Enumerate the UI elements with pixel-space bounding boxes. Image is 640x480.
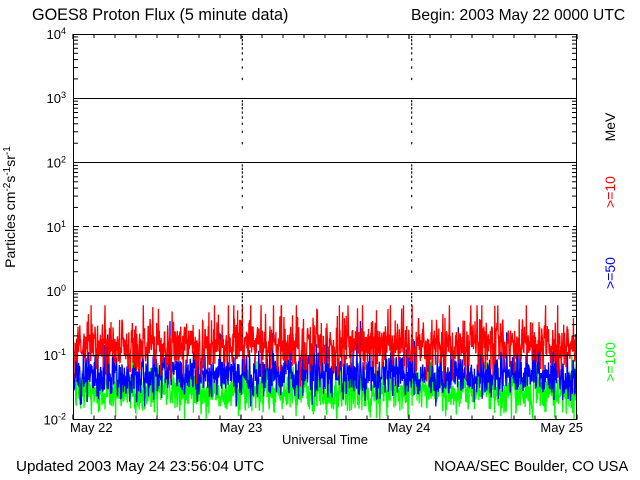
svg-text:NOAA/SEC Boulder, CO USA: NOAA/SEC Boulder, CO USA [434,459,628,475]
svg-text:May 22: May 22 [70,420,113,435]
svg-text:100: 100 [47,283,66,299]
svg-text:May 24: May 24 [388,420,431,435]
svg-text:Updated 2003 May 24 23:56:04 U: Updated 2003 May 24 23:56:04 UTC [16,458,264,475]
svg-text:10-1: 10-1 [44,347,66,363]
svg-text:Universal Time: Universal Time [282,432,368,447]
svg-text:GOES8 Proton Flux (5 minute da: GOES8 Proton Flux (5 minute data) [32,6,288,24]
svg-text:103: 103 [47,90,66,106]
svg-text:104: 104 [47,26,66,42]
svg-text:Particles cm-2s-1sr-1: Particles cm-2s-1sr-1 [2,146,19,268]
svg-text:>=50: >=50 [602,257,618,289]
svg-text:Begin: 2003 May 22 0000 UTC: Begin: 2003 May 22 0000 UTC [411,7,625,24]
svg-text:May 25: May 25 [540,420,583,435]
svg-text:102: 102 [47,155,66,171]
svg-text:>=10: >=10 [602,176,618,208]
svg-text:10-2: 10-2 [44,412,66,428]
svg-text:May 23: May 23 [220,420,263,435]
svg-text:101: 101 [47,219,66,235]
svg-text:MeV: MeV [602,112,618,141]
svg-text:>=100: >=100 [602,342,618,382]
